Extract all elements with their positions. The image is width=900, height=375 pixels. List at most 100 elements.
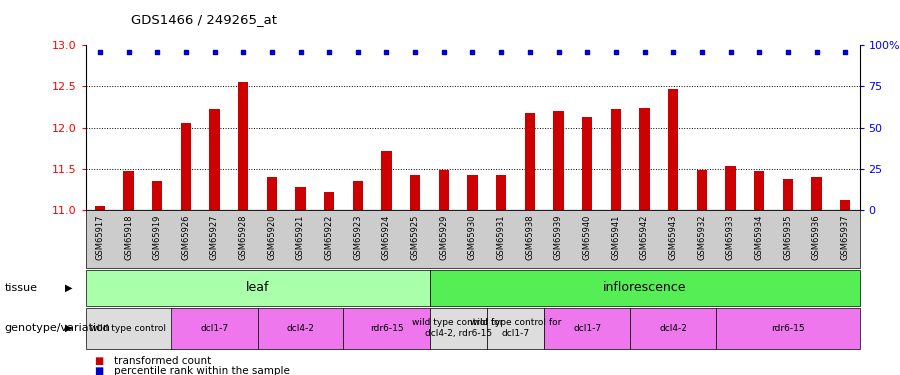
Bar: [668, 89, 679, 210]
Point: [322, 49, 337, 55]
Bar: [123, 171, 133, 210]
Point: [408, 49, 422, 55]
Text: transformed count: transformed count: [114, 356, 212, 366]
Text: GSM65923: GSM65923: [354, 214, 363, 260]
Point: [293, 49, 308, 55]
Text: ■: ■: [94, 366, 104, 375]
Text: dcl4-2: dcl4-2: [659, 324, 687, 333]
Text: GSM65932: GSM65932: [698, 214, 706, 260]
Point: [150, 49, 165, 55]
Bar: [640, 108, 650, 210]
Bar: [467, 174, 478, 210]
Text: GSM65929: GSM65929: [439, 214, 448, 260]
Text: tissue: tissue: [4, 283, 38, 293]
Text: GSM65935: GSM65935: [783, 214, 792, 260]
Bar: [439, 170, 449, 210]
Text: GSM65922: GSM65922: [325, 214, 334, 260]
Text: GSM65917: GSM65917: [95, 214, 104, 260]
Text: wild type control for
dcl4-2, rdr6-15: wild type control for dcl4-2, rdr6-15: [412, 318, 504, 338]
Text: GSM65938: GSM65938: [526, 214, 535, 260]
Point: [122, 49, 136, 55]
Bar: [611, 110, 621, 210]
Point: [580, 49, 594, 55]
Bar: [295, 187, 305, 210]
Point: [637, 49, 652, 55]
Point: [207, 49, 221, 55]
Text: GSM65933: GSM65933: [726, 214, 735, 260]
Point: [608, 49, 623, 55]
Text: genotype/variation: genotype/variation: [4, 323, 111, 333]
Text: dcl1-7: dcl1-7: [573, 324, 601, 333]
Text: GSM65930: GSM65930: [468, 214, 477, 260]
Text: GSM65919: GSM65919: [153, 214, 162, 260]
Text: ▶: ▶: [65, 283, 72, 293]
Point: [178, 49, 193, 55]
Text: wild type control: wild type control: [91, 324, 166, 333]
Point: [93, 49, 107, 55]
Bar: [382, 151, 392, 210]
Point: [523, 49, 537, 55]
Bar: [324, 192, 334, 210]
Text: GSM65927: GSM65927: [210, 214, 219, 260]
Bar: [210, 108, 220, 210]
Text: GSM65943: GSM65943: [669, 214, 678, 260]
Point: [494, 49, 508, 55]
Text: percentile rank within the sample: percentile rank within the sample: [114, 366, 290, 375]
Bar: [582, 117, 592, 210]
Point: [724, 49, 738, 55]
Point: [379, 49, 393, 55]
Text: GSM65934: GSM65934: [755, 214, 764, 260]
Point: [752, 49, 767, 55]
Bar: [266, 177, 277, 210]
Text: GSM65940: GSM65940: [582, 214, 591, 260]
Point: [465, 49, 480, 55]
Text: GSM65928: GSM65928: [238, 214, 248, 260]
Point: [351, 49, 365, 55]
Bar: [525, 112, 535, 210]
Text: GSM65925: GSM65925: [410, 214, 419, 260]
Text: GSM65924: GSM65924: [382, 214, 391, 260]
Bar: [783, 180, 793, 210]
Bar: [410, 176, 420, 210]
Point: [236, 49, 250, 55]
Text: GSM65936: GSM65936: [812, 214, 821, 260]
Bar: [554, 111, 563, 210]
Bar: [812, 177, 822, 210]
Text: inflorescence: inflorescence: [603, 281, 686, 294]
Text: ▶: ▶: [65, 323, 72, 333]
Bar: [496, 174, 506, 210]
Bar: [181, 123, 191, 210]
Text: GSM65926: GSM65926: [181, 214, 190, 260]
Text: GSM65941: GSM65941: [611, 214, 620, 260]
Text: GSM65942: GSM65942: [640, 214, 649, 260]
Bar: [841, 200, 850, 210]
Point: [838, 49, 852, 55]
Bar: [94, 206, 104, 210]
Text: dcl4-2: dcl4-2: [286, 324, 314, 333]
Bar: [697, 170, 706, 210]
Point: [809, 49, 824, 55]
Text: GSM65939: GSM65939: [554, 214, 563, 260]
Bar: [152, 181, 162, 210]
Text: ■: ■: [94, 356, 104, 366]
Bar: [725, 166, 735, 210]
Bar: [754, 171, 764, 210]
Text: GSM65920: GSM65920: [267, 214, 276, 260]
Text: GSM65931: GSM65931: [497, 214, 506, 260]
Bar: [353, 181, 363, 210]
Point: [436, 49, 451, 55]
Bar: [238, 82, 248, 210]
Point: [695, 49, 709, 55]
Point: [552, 49, 566, 55]
Text: dcl1-7: dcl1-7: [201, 324, 229, 333]
Text: rdr6-15: rdr6-15: [771, 324, 805, 333]
Point: [780, 49, 795, 55]
Point: [666, 49, 680, 55]
Text: GDS1466 / 249265_at: GDS1466 / 249265_at: [130, 13, 276, 26]
Text: GSM65921: GSM65921: [296, 214, 305, 260]
Text: GSM65937: GSM65937: [841, 214, 850, 260]
Text: wild type control for
dcl1-7: wild type control for dcl1-7: [470, 318, 562, 338]
Point: [265, 49, 279, 55]
Text: GSM65918: GSM65918: [124, 214, 133, 260]
Text: leaf: leaf: [246, 281, 269, 294]
